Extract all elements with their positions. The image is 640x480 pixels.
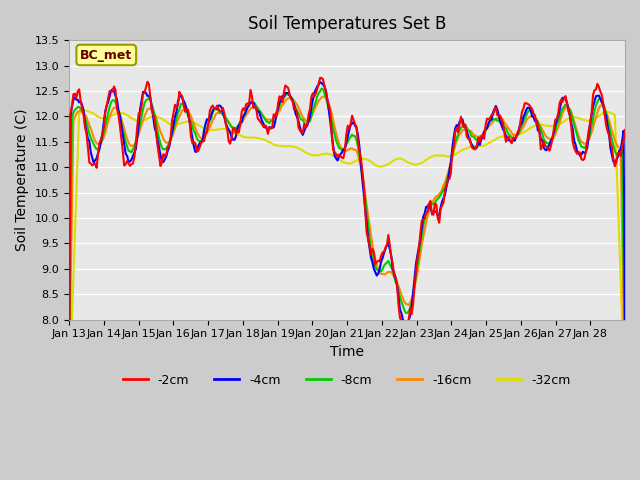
Legend: -2cm, -4cm, -8cm, -16cm, -32cm: -2cm, -4cm, -8cm, -16cm, -32cm xyxy=(118,369,576,392)
X-axis label: Time: Time xyxy=(330,345,364,359)
Title: Soil Temperatures Set B: Soil Temperatures Set B xyxy=(248,15,446,33)
Y-axis label: Soil Temperature (C): Soil Temperature (C) xyxy=(15,108,29,251)
Text: BC_met: BC_met xyxy=(80,48,132,61)
